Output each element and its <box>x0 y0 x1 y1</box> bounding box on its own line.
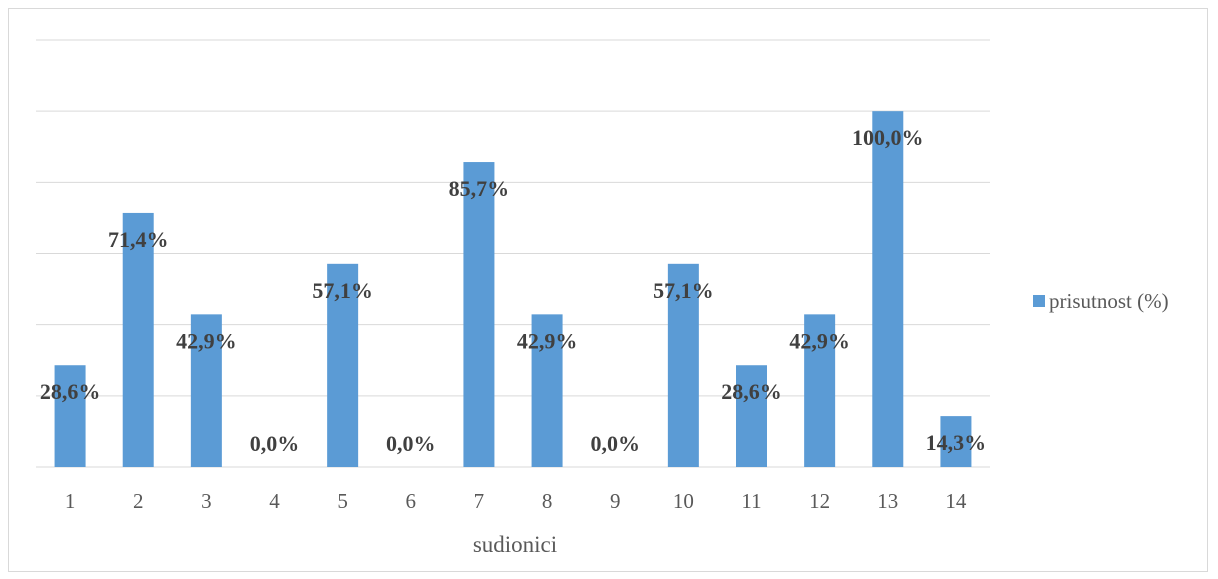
x-tick-2: 2 <box>133 489 144 513</box>
bars <box>54 111 972 468</box>
legend: prisutnost (%) <box>1033 289 1169 313</box>
data-labels: 28,6% 71,4% 42,9% 0,0% 57,1% 0,0% 85,7% 42,9% 0,… <box>40 125 986 456</box>
data-label-1: 28,6% <box>40 379 101 404</box>
x-tick-12: 12 <box>809 489 830 513</box>
legend-label: prisutnost (%) <box>1049 289 1169 313</box>
bar-11 <box>736 365 767 467</box>
data-label-4: 0,0% <box>250 431 300 456</box>
x-tick-7: 7 <box>474 489 485 513</box>
bar-8 <box>531 314 563 467</box>
bar-13 <box>872 111 904 468</box>
legend-swatch <box>1033 295 1045 307</box>
x-tick-10: 10 <box>673 489 694 513</box>
x-tick-9: 9 <box>610 489 621 513</box>
bar-7 <box>463 162 495 467</box>
x-tick-6: 6 <box>406 489 417 513</box>
data-label-9: 0,0% <box>590 431 640 456</box>
bar-10 <box>667 263 699 467</box>
data-label-2: 71,4% <box>108 227 169 252</box>
x-tick-11: 11 <box>741 489 761 513</box>
data-label-10: 57,1% <box>653 278 714 303</box>
x-tick-3: 3 <box>201 489 212 513</box>
bar-1 <box>54 365 86 467</box>
x-axis-label: sudionici <box>473 532 557 557</box>
bar-12 <box>804 314 836 467</box>
x-tick-1: 1 <box>65 489 76 513</box>
x-tick-5: 5 <box>337 489 348 513</box>
data-label-14: 14,3% <box>926 430 987 455</box>
bar-5 <box>327 263 359 467</box>
chart-frame <box>8 8 1208 572</box>
x-tick-labels: 1 2 3 4 5 6 7 8 9 10 11 12 13 14 <box>65 489 967 513</box>
bar-3 <box>190 314 222 467</box>
data-label-6: 0,0% <box>386 431 436 456</box>
data-label-5: 57,1% <box>312 278 373 303</box>
x-tick-4: 4 <box>269 489 280 513</box>
data-label-13: 100,0% <box>852 125 924 150</box>
x-tick-8: 8 <box>542 489 553 513</box>
bar-2 <box>122 212 154 467</box>
gridlines <box>36 39 990 468</box>
data-label-8: 42,9% <box>517 328 578 353</box>
bar-14 <box>940 416 972 467</box>
data-label-11: 28,6% <box>721 379 782 404</box>
x-tick-13: 13 <box>877 489 898 513</box>
data-label-7: 85,7% <box>449 176 510 201</box>
x-tick-14: 14 <box>945 489 967 513</box>
data-label-3: 42,9% <box>176 328 237 353</box>
data-label-12: 42,9% <box>789 328 850 353</box>
